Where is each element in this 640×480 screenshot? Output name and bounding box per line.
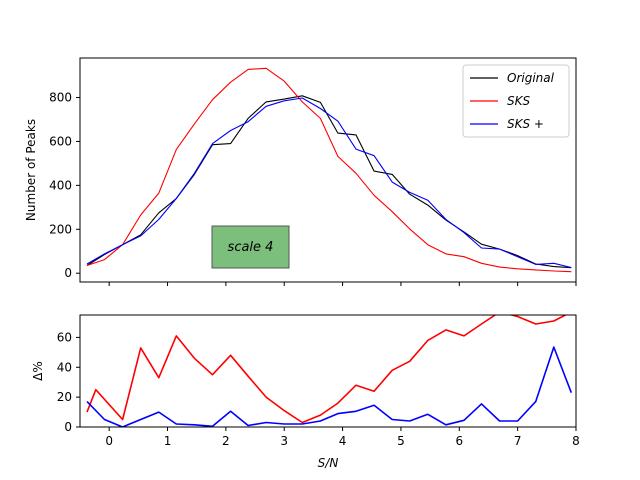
bottom-y-ticks: 0 20 40 60 (57, 330, 80, 434)
bottom-plot-area (86, 315, 573, 427)
bottom-y-tick-label: 40 (57, 360, 72, 374)
top-y-tick-label: 400 (49, 178, 72, 192)
top-y-tick-label: 600 (49, 134, 72, 148)
top-chart-panel: 0 200 400 600 800 Number of Peaks scale 4 Or… (24, 57, 577, 286)
bottom-x-tick-label: 8 (572, 434, 580, 448)
bottom-x-tick-label: 1 (164, 434, 172, 448)
bottom-x-tick-label: 5 (397, 434, 405, 448)
top-series-original-line (86, 95, 572, 269)
bottom-x-axis-label: S/N (318, 456, 339, 470)
top-x-ticks (108, 282, 577, 286)
bottom-x-tick-label: 4 (339, 434, 347, 448)
annotation-text: scale 4 (228, 240, 274, 255)
top-series-sks-line (86, 67, 572, 273)
top-y-tick-label: 800 (49, 91, 72, 105)
bottom-chart-panel: 0 20 40 60 0 1 2 3 4 5 6 7 8 Δ% S/N (31, 314, 580, 470)
legend: Original SKS SKS + (462, 64, 570, 138)
top-y-ticks: 0 200 400 600 800 (49, 91, 80, 280)
legend-label-sks-plus: SKS + (507, 117, 544, 131)
bottom-x-tick-label: 7 (514, 434, 522, 448)
legend-label-original: Original (507, 71, 555, 85)
top-y-tick-label: 0 (64, 266, 72, 280)
bottom-x-tick-label: 6 (455, 434, 463, 448)
bottom-y-tick-label: 20 (57, 390, 72, 404)
top-y-tick-label: 200 (49, 222, 72, 236)
top-axes-frame (79, 57, 577, 283)
bottom-x-tick-label: 2 (222, 434, 230, 448)
top-series-sks-plus-line (86, 97, 572, 269)
bottom-x-tick-label: 0 (105, 434, 113, 448)
bottom-y-tick-label: 0 (64, 420, 72, 434)
bottom-y-tick-label: 60 (57, 330, 72, 344)
bottom-axes-frame (79, 314, 577, 428)
bottom-x-ticks: 0 1 2 3 4 5 6 7 8 (105, 427, 580, 448)
bottom-series-sks-plus-line (86, 346, 573, 427)
bottom-x-tick-label: 3 (280, 434, 288, 448)
legend-frame (462, 64, 570, 138)
legend-item-sks-plus: SKS + (470, 117, 544, 131)
annotation-box (211, 225, 290, 269)
top-y-axis-label: Number of Peaks (24, 119, 38, 221)
top-plot-area (86, 67, 572, 273)
legend-item-original: Original (470, 71, 555, 85)
legend-label-sks: SKS (507, 94, 530, 108)
bottom-series-sks-line (86, 315, 568, 424)
legend-item-sks: SKS (470, 94, 530, 108)
scale-annotation: scale 4 (211, 225, 290, 269)
bottom-y-axis-label: Δ% (31, 361, 45, 381)
